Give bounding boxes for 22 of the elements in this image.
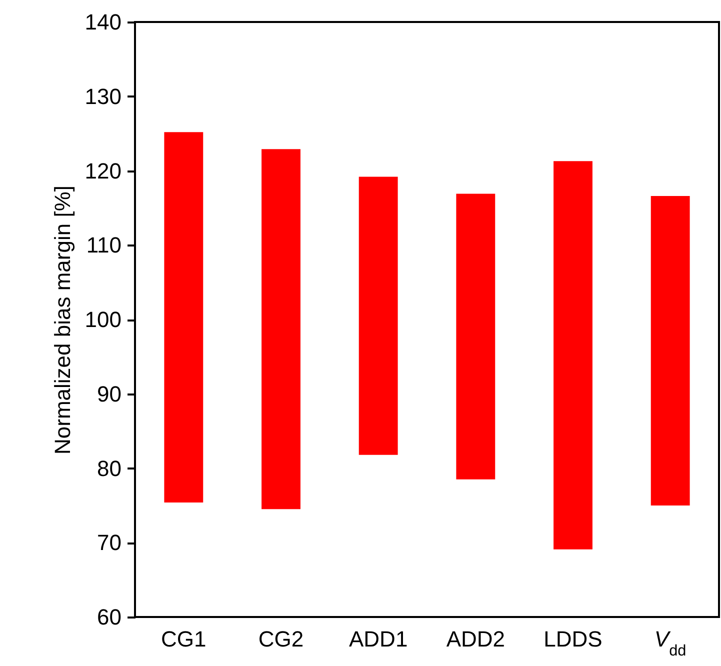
y-tick-label: 60 (97, 604, 122, 630)
y-tick-label: 100 (84, 307, 122, 332)
x-tick-label: CG1 (161, 626, 206, 652)
x-tick-label: V$_{dd}$ (654, 626, 686, 659)
bar (358, 176, 398, 455)
bar (164, 132, 204, 502)
x-tick-label: ADD2 (446, 626, 506, 652)
x-tick-label: LDDS (544, 626, 602, 652)
y-axis-title: Normalized bias margin [%] (50, 186, 75, 454)
bar (262, 149, 300, 510)
y-tick-label: 130 (84, 84, 122, 109)
bar (456, 194, 496, 480)
y-tick-label: 90 (97, 381, 122, 406)
bar (554, 161, 592, 550)
y-tick-label: 80 (97, 456, 122, 481)
x-tick-label: CG2 (258, 626, 304, 652)
x-tick-label: ADD1 (348, 626, 408, 652)
y-tick-label: 120 (84, 158, 122, 184)
y-tick-label: 110 (86, 232, 122, 258)
bar (650, 196, 690, 506)
y-tick-label: 140 (84, 10, 122, 34)
y-tick-label: 70 (97, 530, 122, 556)
